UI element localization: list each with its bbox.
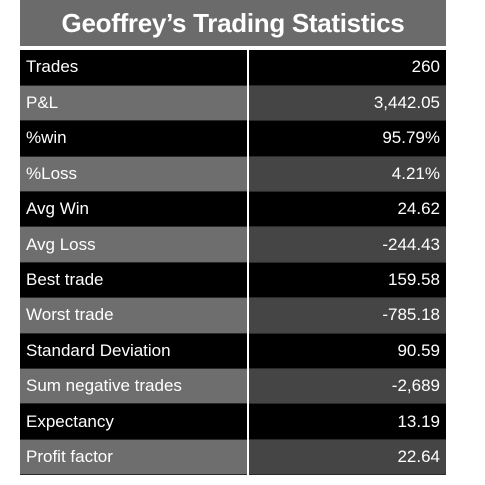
row-label: Avg Win: [20, 191, 249, 228]
row-label: Avg Loss: [20, 226, 249, 263]
table-row: Standard Deviation 90.59: [20, 333, 446, 370]
row-label: P&L: [20, 85, 249, 122]
row-value: 3,442.05: [248, 85, 446, 122]
row-label: Profit factor: [20, 439, 249, 476]
row-label: Expectancy: [20, 403, 249, 440]
row-label: %win: [20, 120, 249, 157]
row-value: 24.62: [248, 191, 446, 228]
row-label: Best trade: [20, 262, 249, 299]
row-label: Sum negative trades: [20, 368, 249, 405]
row-value: 90.59: [248, 333, 446, 370]
row-value: 159.58: [248, 262, 446, 299]
stats-panel: Geoffrey’s Trading Statistics Trades 260…: [20, 0, 446, 476]
table-row: Worst trade -785.18: [20, 297, 446, 334]
row-value: 13.19: [248, 403, 446, 440]
table-row: Trades 260: [20, 50, 446, 86]
row-value: 95.79%: [248, 120, 446, 157]
row-label: Standard Deviation: [20, 333, 249, 370]
table-row: P&L 3,442.05: [20, 85, 446, 122]
table-row: Avg Win 24.62: [20, 191, 446, 228]
row-value: -785.18: [248, 297, 446, 334]
row-value: 22.64: [248, 439, 446, 476]
row-label: %Loss: [20, 156, 249, 193]
panel-title: Geoffrey’s Trading Statistics: [20, 0, 446, 46]
row-value: 260: [248, 50, 446, 86]
table-row: Sum negative trades -2,689: [20, 368, 446, 405]
table-row: Expectancy 13.19: [20, 403, 446, 440]
row-label: Trades: [20, 50, 249, 86]
stats-table: Trades 260 P&L 3,442.05 %win 95.79% %Los…: [20, 50, 446, 476]
row-value: -244.43: [248, 226, 446, 263]
table-row: Avg Loss -244.43: [20, 226, 446, 263]
row-label: Worst trade: [20, 297, 249, 334]
table-row: %win 95.79%: [20, 120, 446, 157]
table-row: Profit factor 22.64: [20, 439, 446, 476]
row-value: 4.21%: [248, 156, 446, 193]
table-row: %Loss 4.21%: [20, 156, 446, 193]
table-row: Best trade 159.58: [20, 262, 446, 299]
row-value: -2,689: [248, 368, 446, 405]
title-gap: [20, 46, 446, 50]
